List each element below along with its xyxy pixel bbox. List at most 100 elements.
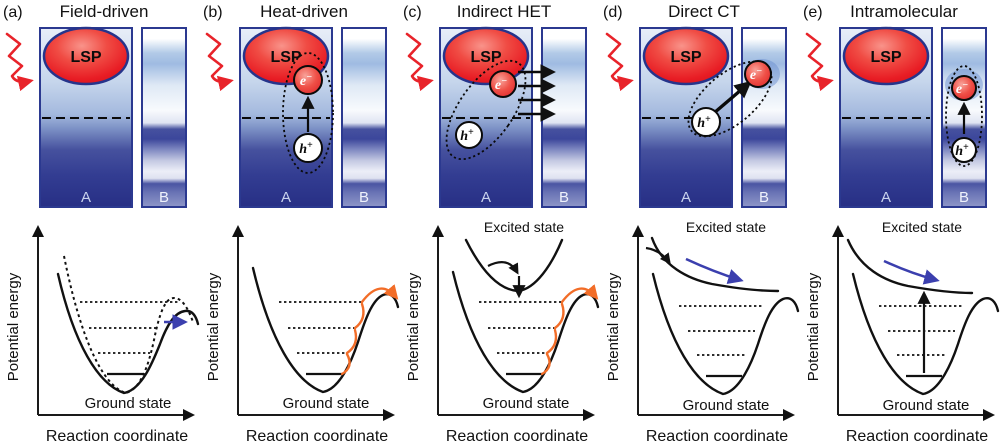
hole-label: h+	[460, 127, 474, 144]
electron-hole-pair-dotted-ellipse	[282, 52, 334, 174]
hole-label: h+	[299, 140, 313, 157]
x-axis-label: Reaction coordinate	[46, 428, 188, 445]
y-axis-label: Potential energy	[405, 272, 422, 381]
x-axis-label: Reaction coordinate	[446, 428, 588, 445]
excited-state-well-curve	[464, 238, 564, 293]
ground-state-label: Ground state	[683, 397, 770, 414]
panel-b-energy-plot: Potential energy Reaction coordinate Gro…	[205, 225, 400, 445]
panel-b: (b) Heat-driven A B LSP e− h+ Potential …	[200, 0, 400, 446]
panel-e-energy-plot: Potential energy Reaction coordinate Exc…	[805, 219, 1000, 445]
lsp-ellipse	[42, 26, 130, 86]
electron-circle	[951, 75, 977, 101]
molecule-box-b	[541, 27, 587, 208]
vibrational-ladder-arrow	[545, 328, 558, 355]
intramolecular-exciton-dotted-ellipse	[945, 65, 983, 167]
panel-c-mechanism-diagram: (c) Indirect HET A B LSP e− h+	[403, 2, 587, 208]
lsp-ellipse	[842, 26, 930, 86]
hole-circle	[951, 137, 977, 163]
excited-slope-arrow	[883, 259, 940, 285]
electron-label: e−	[956, 80, 968, 97]
lsp-label: LSP	[470, 49, 501, 66]
excited-state-dissociative-curve	[650, 236, 780, 293]
y-axis-label: Potential energy	[205, 272, 222, 381]
ground-state-label: Ground state	[283, 395, 370, 412]
barrier-hopping-arrow	[560, 284, 599, 304]
box-a-label: A	[881, 189, 891, 206]
hole-circle	[293, 133, 323, 163]
box-a-label: A	[281, 189, 291, 206]
photon-wiggle-arrow-icon	[5, 32, 34, 92]
field-modified-well-curve	[63, 255, 194, 395]
panel-e: (e) Intramolecular A B LSP e− h+ Potenti…	[800, 0, 1000, 446]
panel-letter: (c)	[403, 4, 422, 21]
barrier-hopping-arrow	[360, 284, 399, 304]
panel-letter: (b)	[203, 4, 223, 21]
x-axis-label: Reaction coordinate	[846, 428, 988, 445]
ground-state-label: Ground state	[85, 395, 172, 412]
lsp-ellipse	[642, 26, 730, 86]
panel-c: (c) Indirect HET A B LSP e− h+ Potential…	[400, 0, 600, 446]
vibrational-ladder-arrow	[540, 352, 551, 376]
molecule-box-b	[141, 27, 187, 208]
ground-state-well-curve	[56, 272, 200, 395]
excited-state-label: Excited state	[882, 219, 962, 235]
excited-slope-arrow	[685, 257, 744, 285]
molecule-box-b	[741, 27, 787, 208]
photon-wiggle-arrow-icon	[205, 32, 234, 92]
electron-circle	[744, 60, 772, 88]
excited-state-label: Excited state	[484, 219, 564, 235]
box-b-label: B	[959, 189, 969, 206]
lsp-ellipse	[442, 26, 530, 86]
y-axis-label: Potential energy	[805, 272, 822, 381]
panel-title: Intramolecular	[850, 2, 958, 21]
internal-conversion-arc-arrow	[487, 261, 519, 275]
vibrational-ladder-arrow	[553, 302, 565, 330]
hole-circle	[691, 107, 721, 137]
lsp-label: LSP	[270, 49, 301, 66]
panel-a-energy-plot: Potential energy Reaction coordinate Gro…	[5, 225, 200, 445]
box-b-label: B	[759, 189, 769, 206]
y-axis-label: Potential energy	[605, 272, 622, 381]
box-a-label: A	[681, 189, 691, 206]
molecule-box-b	[341, 27, 387, 208]
hole-label: h+	[955, 142, 969, 159]
panel-a-mechanism-diagram: (a) Field-driven A B LSP	[3, 2, 187, 208]
lsp-label: LSP	[870, 49, 901, 66]
direct-charge-transfer-arrow	[712, 80, 752, 115]
excited-state-label: Excited state	[686, 219, 766, 235]
vibrational-ladder-arrow	[353, 302, 365, 330]
ground-state-well-curve	[651, 272, 800, 396]
lsp-label: LSP	[670, 49, 701, 66]
panel-title: Direct CT	[668, 2, 740, 21]
box-a-label: A	[81, 189, 91, 206]
x-axis-label: Reaction coordinate	[246, 428, 388, 445]
electron-label: e−	[495, 76, 507, 93]
panel-c-energy-plot: Potential energy Reaction coordinate Exc…	[405, 219, 600, 445]
hole-circle	[455, 121, 483, 149]
panel-d-energy-plot: Potential energy Reaction coordinate Exc…	[605, 219, 800, 445]
electron-label: e−	[300, 72, 312, 89]
panel-letter: (a)	[3, 4, 23, 21]
x-axis-label: Reaction coordinate	[646, 428, 788, 445]
ground-state-label: Ground state	[483, 395, 570, 412]
hole-label: h+	[697, 114, 711, 131]
box-b-label: B	[159, 189, 169, 206]
panel-d-mechanism-diagram: (d) Direct CT A B LSP h+ e−	[603, 2, 787, 208]
photon-wiggle-arrow-icon	[605, 32, 634, 92]
panel-title: Field-driven	[60, 2, 149, 21]
panel-d: (d) Direct CT A B LSP h+ e− Potential en…	[600, 0, 800, 446]
box-b-label: B	[359, 189, 369, 206]
electron-circle	[293, 65, 323, 95]
electron-circle	[489, 70, 517, 98]
panel-letter: (d)	[603, 4, 623, 21]
excited-state-dissociative-curve	[846, 238, 974, 295]
photon-wiggle-arrow-icon	[805, 32, 834, 92]
ground-state-well-curve	[851, 272, 1000, 396]
y-axis-label: Potential energy	[5, 272, 22, 381]
panel-title: Heat-driven	[260, 2, 348, 21]
electron-label: e−	[750, 66, 762, 83]
panel-title: Indirect HET	[457, 2, 551, 21]
charge-transfer-entry-arc-arrow	[645, 246, 671, 265]
electron-hole-pair-dotted-ellipse	[445, 59, 527, 161]
